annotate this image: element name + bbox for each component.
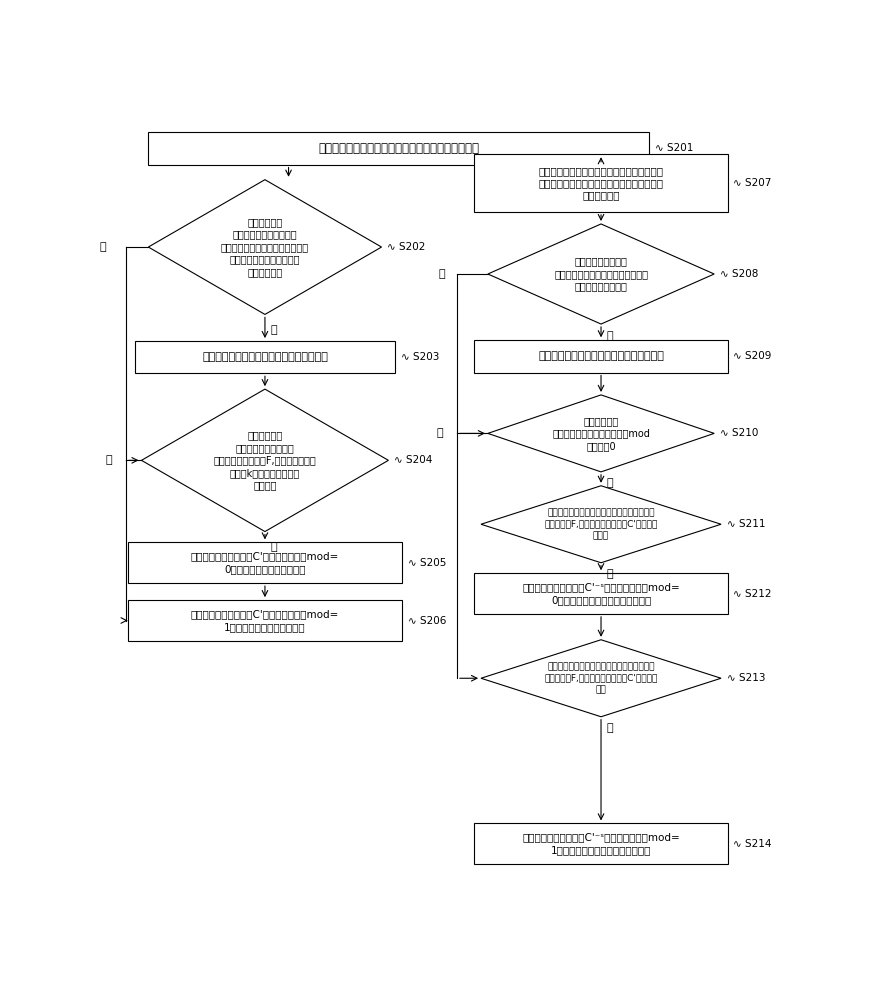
Text: 携带消息的节
点判断接收到的消息转发方式mod
是否等于0: 携带消息的节 点判断接收到的消息转发方式mod 是否等于0 [552, 416, 650, 451]
Text: ∿ S213: ∿ S213 [727, 673, 765, 683]
Text: 携带消息的节点将序列C'、消息转发方式mod=
0和消息转发给遇到的邻节点: 携带消息的节点将序列C'、消息转发方式mod= 0和消息转发给遇到的邻节点 [191, 552, 339, 574]
FancyBboxPatch shape [474, 154, 727, 212]
Polygon shape [481, 640, 721, 717]
Text: ∿ S214: ∿ S214 [734, 839, 772, 849]
Polygon shape [488, 224, 714, 324]
Text: ∿ S206: ∿ S206 [408, 615, 446, 626]
Polygon shape [149, 180, 381, 314]
Text: ∿ S210: ∿ S210 [720, 428, 758, 438]
Text: 若携带消息的
节点确定自身的节点类型
为源节点，则判断遇到的邻节点的
社会特性与目的节点的社会
特性是否一致: 若携带消息的 节点确定自身的节点类型 为源节点，则判断遇到的邻节点的 社会特性与… [221, 217, 309, 277]
FancyBboxPatch shape [474, 823, 727, 864]
Text: 携带消息的节点将序列C'⁻ˢ、消息转发方式mod=
1和携带的消息转发给遇到的邻节点: 携带消息的节点将序列C'⁻ˢ、消息转发方式mod= 1和携带的消息转发给遇到的邻… [522, 833, 680, 855]
Text: ∿ S209: ∿ S209 [734, 351, 772, 361]
Text: 携带消息的节点将消息转发给遇到的邻节点: 携带消息的节点将消息转发给遇到的邻节点 [538, 351, 664, 361]
Text: 携带消息的节点判断
遇到的邻节点的社会特性与目的节点
的社会特性是否一致: 携带消息的节点判断 遇到的邻节点的社会特性与目的节点 的社会特性是否一致 [554, 257, 648, 291]
Text: 是: 是 [606, 569, 613, 579]
Text: ∿ S207: ∿ S207 [734, 178, 772, 188]
Text: 否: 否 [436, 428, 443, 438]
FancyBboxPatch shape [127, 542, 402, 583]
Text: 携带消息的节
点判断自身与遇到的邻
节点不同的社会特性F,是否为自身与目
的节点k个不同的社会特性
中的一个: 携带消息的节 点判断自身与遇到的邻 节点不同的社会特性F,是否为自身与目 的节点… [213, 431, 316, 490]
Text: 否: 否 [439, 269, 445, 279]
Text: ∿ S212: ∿ S212 [734, 589, 772, 599]
FancyBboxPatch shape [149, 132, 649, 165]
Polygon shape [488, 395, 714, 472]
Text: 携带消息的节点将序列C'、消息转发方式mod=
1和消息转发给遇到的邻节点: 携带消息的节点将序列C'、消息转发方式mod= 1和消息转发给遇到的邻节点 [191, 609, 339, 632]
FancyBboxPatch shape [474, 573, 727, 614]
FancyBboxPatch shape [127, 600, 402, 641]
Text: 否: 否 [99, 242, 105, 252]
Text: 是: 是 [271, 542, 277, 552]
Text: ∿ S203: ∿ S203 [401, 352, 439, 362]
Text: 否: 否 [105, 455, 112, 465]
Text: 携带消息的节点判断自身与遇到的邻节点不同
的社会特性F,是否为接收到的序列C'中的第一
个元素: 携带消息的节点判断自身与遇到的邻节点不同 的社会特性F,是否为接收到的序列C'中… [544, 509, 658, 540]
Text: 若携带消息的节点确定自身的节点类型为中间
节点，则判断遇到的邻节点是否为转发消息给
自身的邻节点: 若携带消息的节点确定自身的节点类型为中间 节点，则判断遇到的邻节点是否为转发消息… [539, 166, 664, 201]
Text: ∿ S211: ∿ S211 [727, 519, 765, 529]
Text: 携带消息的节点将序列C'⁻ˢ、消息转发方式mod=
0和携带的消息转发给遇到的邻节点: 携带消息的节点将序列C'⁻ˢ、消息转发方式mod= 0和携带的消息转发给遇到的邻… [522, 582, 680, 605]
FancyBboxPatch shape [135, 341, 396, 373]
Polygon shape [481, 486, 721, 563]
Text: ∿ S205: ∿ S205 [408, 558, 446, 568]
Text: 是: 是 [606, 478, 613, 488]
Polygon shape [142, 389, 389, 532]
FancyBboxPatch shape [474, 340, 727, 373]
Text: 是: 是 [271, 325, 277, 335]
Text: ∿ S208: ∿ S208 [720, 269, 758, 279]
Text: ∿ S204: ∿ S204 [394, 455, 432, 465]
Text: 携带消息的节点判断自身与遇到的邻节点不同
的社会特性F,是否为接收到的序列C'中的一个
元素: 携带消息的节点判断自身与遇到的邻节点不同 的社会特性F,是否为接收到的序列C'中… [544, 663, 658, 694]
Text: 是: 是 [606, 331, 613, 341]
Text: ∿ S202: ∿ S202 [387, 242, 426, 252]
Text: 携带消息的节点根据消息的来源确定自身的节点类型: 携带消息的节点根据消息的来源确定自身的节点类型 [319, 142, 479, 155]
Text: ∿ S201: ∿ S201 [655, 143, 693, 153]
Text: 是: 是 [606, 723, 613, 733]
Text: 携带消息的节点将消息转发给遇到的邻节点: 携带消息的节点将消息转发给遇到的邻节点 [202, 352, 327, 362]
